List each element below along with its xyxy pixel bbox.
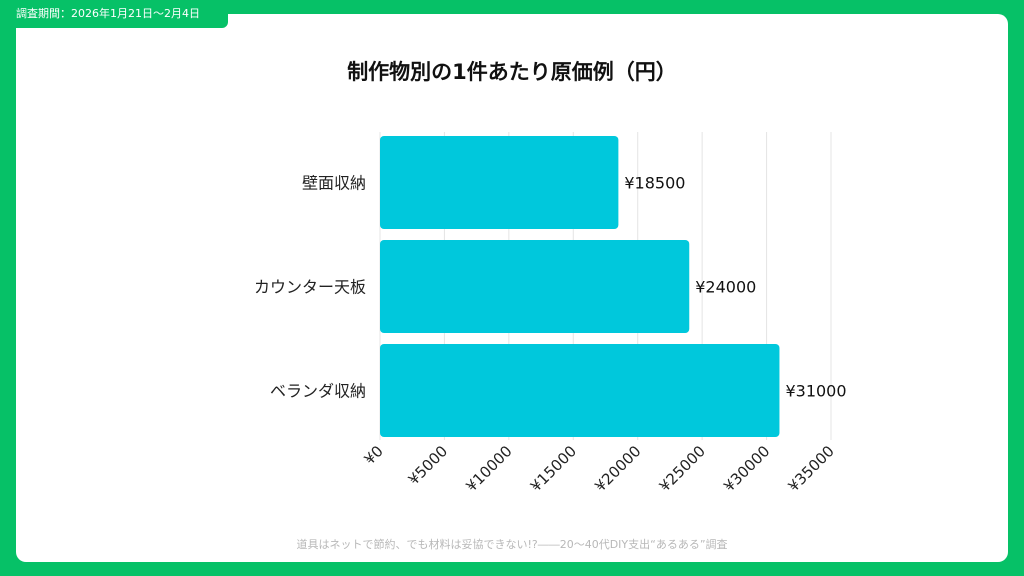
x-tick-label: ¥0 [361,442,387,468]
x-tick-label: ¥5000 [405,442,451,488]
x-tick-label: ¥35000 [785,442,838,495]
bar [380,240,690,333]
y-category-label: 壁面収納 [302,174,366,193]
data-label: ¥31000 [785,382,846,401]
x-tick-label: ¥10000 [462,442,515,495]
data-label: ¥18500 [624,174,685,193]
data-label: ¥24000 [695,278,756,297]
source-note: 道具はネットで節約、でも材料は妥協できない!?――20～40代DIY支出“あるあ… [296,538,728,551]
x-tick-label: ¥15000 [527,442,580,495]
survey-period-tab: 調査期間：2026年1月21日～2月4日 [0,0,228,28]
bar [380,136,619,229]
x-tick-label: ¥25000 [656,442,709,495]
y-category-label: ベランダ収納 [270,382,366,401]
bar [380,344,780,437]
x-tick-label: ¥30000 [720,442,773,495]
x-tick-label: ¥20000 [591,442,644,495]
y-category-label: カウンター天板 [254,278,366,297]
chart-title: 制作物別の1件あたり原価例（円） [347,60,677,84]
